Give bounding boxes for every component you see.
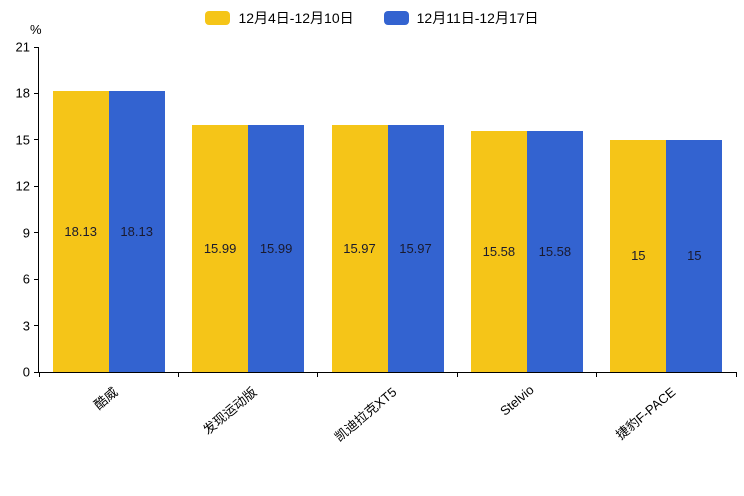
bar: 15.58 — [470, 130, 527, 372]
x-category-label: 捷豹F-PACE — [612, 384, 678, 443]
legend: 12月4日-12月10日 12月11日-12月17日 — [0, 8, 744, 28]
y-tick-label: 3 — [22, 318, 30, 334]
y-tick-label: 0 — [22, 364, 30, 380]
y-tick-mark — [34, 139, 39, 141]
bar: 15.99 — [192, 124, 249, 372]
x-category-label: 酷威 — [90, 384, 121, 413]
x-category-label: 凯迪拉克XT5 — [331, 384, 400, 445]
legend-item[interactable]: 12月4日-12月10日 — [205, 8, 354, 28]
bar-value-label: 18.13 — [120, 224, 153, 240]
x-category-label: Stelvio — [497, 382, 537, 419]
bar: 18.13 — [52, 91, 109, 372]
legend-label: 12月4日-12月10日 — [238, 10, 354, 26]
bar: 15 — [666, 139, 723, 372]
y-tick-mark — [34, 371, 39, 373]
y-tick-label: 15 — [15, 132, 30, 148]
bar-value-label: 15 — [631, 248, 646, 264]
y-tick-mark — [34, 92, 39, 94]
legend-item[interactable]: 12月11日-12月17日 — [383, 8, 539, 28]
bar: 15.99 — [248, 124, 305, 372]
bar: 15.97 — [387, 124, 444, 372]
y-tick-label: 6 — [22, 271, 30, 287]
x-tick-mark — [456, 372, 458, 377]
y-tick-label: 18 — [15, 85, 30, 101]
legend-swatch — [205, 11, 231, 25]
bar-value-label: 15.99 — [203, 240, 237, 256]
bar-value-label: 15.97 — [343, 240, 376, 256]
plot-area: 0 3 6 9 12 15 18 21 18.13 15.99 15.97 15.58 15 18.13 1… — [16, 41, 737, 445]
legend-swatch — [383, 11, 409, 25]
legend-label: 12月11日-12月17日 — [416, 10, 539, 26]
y-tick-label: 12 — [15, 178, 30, 194]
x-tick-mark — [317, 372, 319, 377]
bar: 15 — [610, 139, 667, 372]
y-tick-label: 21 — [15, 39, 30, 55]
bar: 15.58 — [526, 130, 583, 372]
bar: 18.13 — [108, 91, 165, 372]
y-axis-unit-label: % — [30, 22, 42, 37]
bar-value-label: 15.99 — [259, 240, 293, 256]
bar: 15.97 — [331, 124, 388, 372]
y-tick-mark — [34, 278, 39, 280]
x-tick-mark — [735, 372, 737, 377]
x-tick-mark — [596, 372, 598, 377]
y-tick-mark — [34, 185, 39, 187]
bar-value-label: 18.13 — [64, 224, 97, 240]
bar-value-label: 15.58 — [538, 243, 572, 259]
bar-value-label: 15.97 — [399, 240, 432, 256]
y-tick-label: 9 — [22, 225, 30, 241]
bar-value-label: 15 — [687, 248, 702, 264]
x-tick-mark — [38, 372, 40, 377]
bar-value-label: 15.58 — [482, 243, 516, 259]
y-tick-mark — [34, 232, 39, 234]
x-tick-mark — [177, 372, 179, 377]
x-category-label: 发现运动版 — [200, 384, 260, 438]
y-tick-mark — [34, 325, 39, 327]
y-tick-mark — [34, 46, 39, 48]
